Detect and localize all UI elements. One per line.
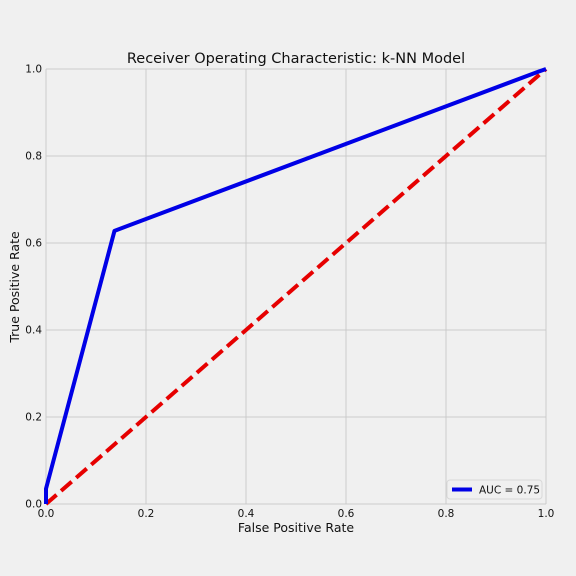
y-tick-label: 0.4 (25, 325, 42, 337)
x-axis-label: False Positive Rate (238, 520, 354, 535)
y-tick-label: 0.6 (25, 238, 42, 250)
x-tick-label: 0.6 (338, 508, 355, 520)
y-tick-label: 0.2 (25, 412, 42, 424)
x-tick-label: 0.2 (138, 508, 155, 520)
x-tick-label: 0.8 (438, 508, 455, 520)
y-tick-label: 0.8 (25, 151, 42, 163)
y-tick-label: 1.0 (25, 64, 42, 76)
legend-label-roc: AUC = 0.75 (479, 485, 540, 497)
x-tick-label: 1.0 (538, 508, 555, 520)
y-tick-label: 0.0 (25, 499, 42, 511)
chart-title: Receiver Operating Characteristic: k-NN … (127, 51, 465, 67)
y-axis-label: True Positive Rate (7, 231, 22, 344)
x-tick-label: 0.4 (238, 508, 255, 520)
legend: AUC = 0.75 (447, 480, 542, 499)
